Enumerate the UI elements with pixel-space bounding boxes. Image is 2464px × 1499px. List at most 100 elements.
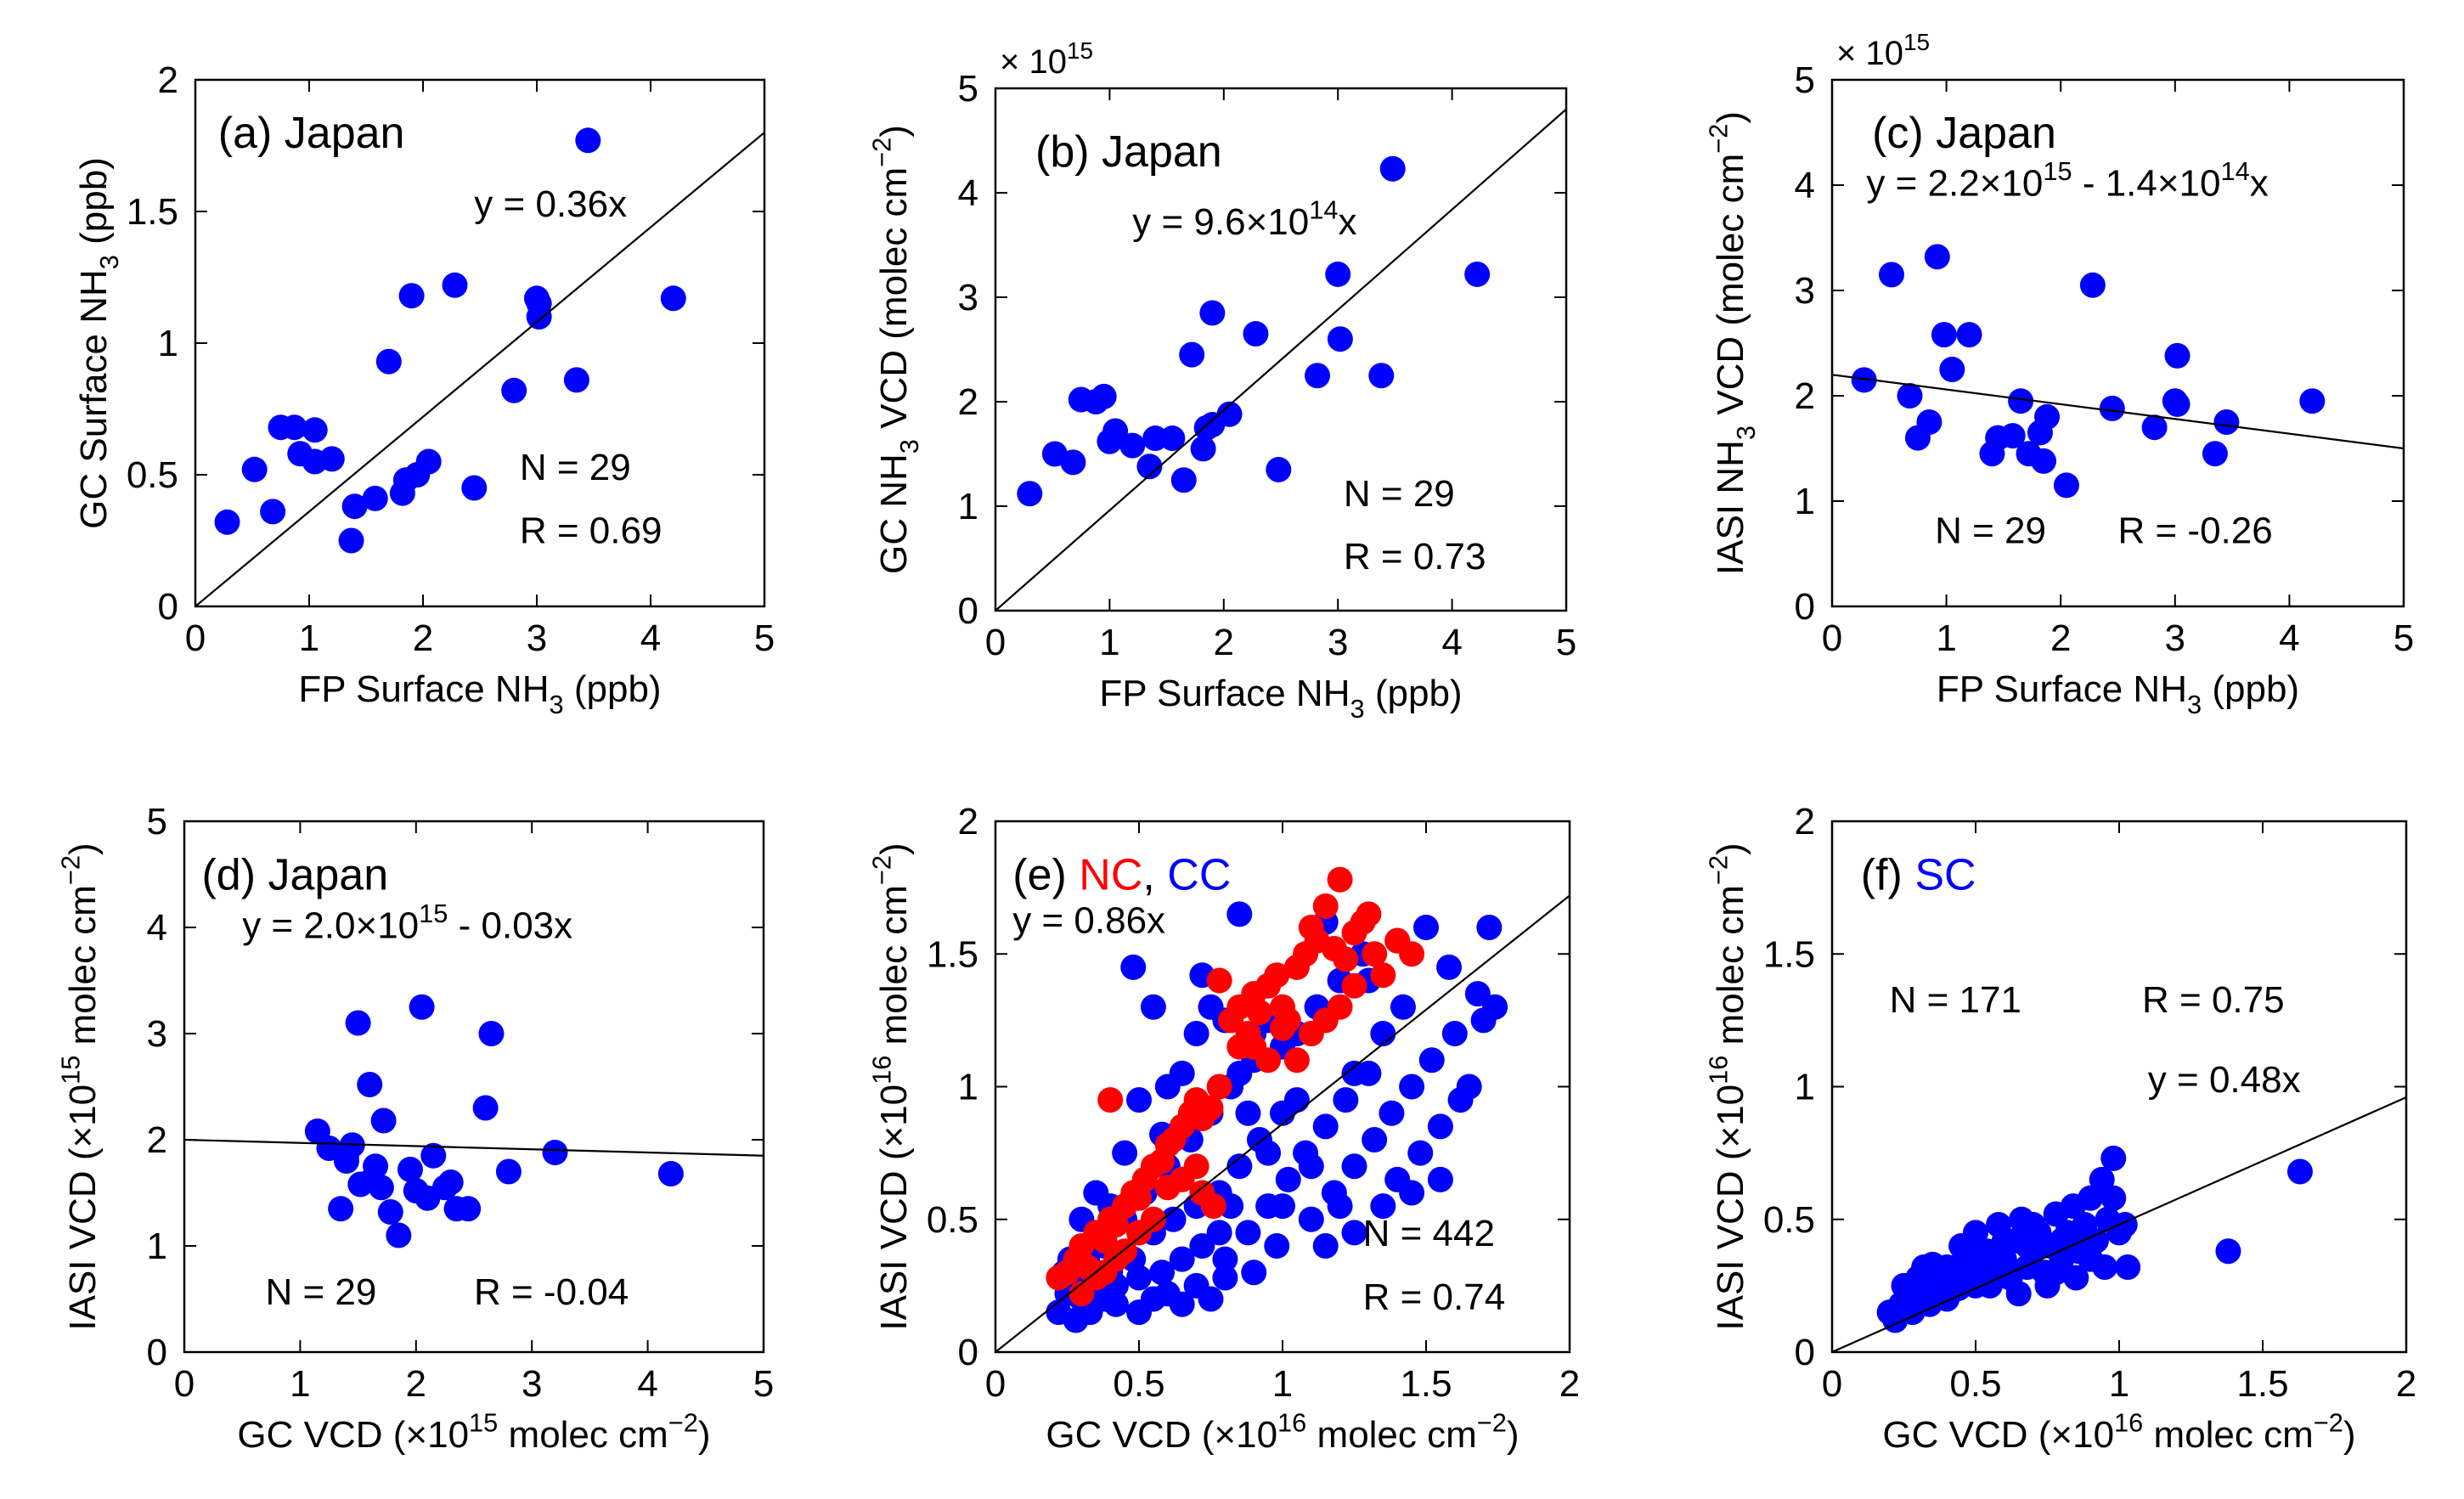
- data-point-japan: [370, 1107, 397, 1134]
- data-point-sc: [2100, 1185, 2127, 1211]
- stat-r: R = -0.26: [2118, 510, 2273, 552]
- x-tick-label: 4: [1441, 622, 1462, 663]
- y-tick-label: 0.5: [127, 454, 178, 496]
- data-point-japan: [1464, 261, 1491, 287]
- points-d: [304, 994, 684, 1248]
- y-tick-label: 5: [147, 801, 167, 842]
- fit-line: [995, 894, 1570, 1352]
- data-point-japan: [362, 485, 388, 511]
- x-axis-label: GC VCD (×1016 molec cm−2): [1882, 1408, 2355, 1456]
- x-tick-label: 2: [413, 617, 433, 659]
- data-point-sc: [2112, 1212, 2138, 1237]
- panel-c: 0 1 2 3 4 5 0 1 2 3 4 5 × 1015 FP Surface NH3 (ppb) IA…: [1704, 29, 2415, 719]
- plot-frame: [194, 78, 766, 608]
- y-tick-label: 1: [158, 323, 178, 364]
- data-point-japan: [397, 1157, 423, 1182]
- data-point-cc: [1149, 1259, 1176, 1286]
- data-point-cc: [1226, 1060, 1253, 1086]
- data-point-japan: [1897, 383, 1923, 409]
- points-b: [1017, 155, 1491, 507]
- panel-title: (e) NC, CC: [1012, 851, 1231, 900]
- data-point-cc: [1275, 1166, 1301, 1192]
- data-point-nc: [1283, 1047, 1310, 1074]
- x-axis-label: GC VCD (×1016 molec cm−2): [1046, 1408, 1519, 1456]
- data-point-japan: [398, 283, 425, 309]
- y-tick-label: 1: [958, 486, 978, 527]
- y-tick-label: 5: [958, 68, 978, 110]
- data-point-japan: [1368, 363, 1395, 389]
- y-axis-label: IASI VCD (×1016 molec cm−2): [1704, 842, 1751, 1330]
- fit-line: [1832, 374, 2404, 450]
- points-c: [1851, 244, 2326, 499]
- x-tick-label: 3: [527, 617, 547, 659]
- stat-n: N = 29: [265, 1271, 376, 1313]
- data-point-japan: [1325, 261, 1351, 287]
- data-point-japan: [1999, 423, 2026, 449]
- stat-r: R = -0.04: [474, 1271, 629, 1313]
- panel-b: 0 1 2 3 4 5 0 1 2 3 4 5 × 1015 FP Surface NH3 (ppb) GC…: [867, 37, 1577, 724]
- panel-d: 0 1 2 3 4 5 0 1 2 3 4 5 GC VCD (×1015 molec cm−2) IAS…: [56, 801, 775, 1456]
- x-tick-label: 5: [754, 617, 775, 659]
- fit-equation: y = 9.6×1014x: [1132, 195, 1356, 243]
- data-point-japan: [328, 1196, 354, 1222]
- fit-equation: y = 2.0×1015 - 0.03x: [242, 899, 572, 946]
- y-tick-label: 1: [958, 1067, 978, 1108]
- fit-equation: y = 0.48x: [2148, 1059, 2301, 1101]
- data-point-nc: [1200, 1193, 1226, 1220]
- data-point-cc: [1441, 1021, 1468, 1046]
- data-point-nc: [1206, 967, 1232, 994]
- data-point-japan: [657, 1161, 684, 1186]
- data-point-cc: [1341, 1220, 1367, 1246]
- data-point-cc: [1112, 1140, 1138, 1166]
- data-point-cc: [1407, 1140, 1434, 1166]
- data-point-sc: [1991, 1227, 2017, 1254]
- stat-n: N = 29: [1935, 510, 2046, 552]
- data-point-cc: [1235, 1100, 1261, 1126]
- x-tick-label: 0.5: [1113, 1363, 1164, 1405]
- y-tick-label: 2: [1795, 801, 1815, 842]
- data-point-sc: [2072, 1233, 2098, 1259]
- data-point-cc: [1241, 1259, 1267, 1286]
- axis-exponent: × 1015: [1836, 29, 1930, 72]
- x-tick-label: 4: [637, 1363, 657, 1405]
- data-point-cc: [1327, 1193, 1353, 1220]
- stat-r: R = 0.74: [1363, 1276, 1506, 1318]
- data-point-japan: [375, 348, 402, 375]
- data-point-cc: [1169, 1246, 1195, 1272]
- data-point-japan: [2079, 272, 2106, 298]
- data-point-cc: [1264, 1233, 1290, 1259]
- x-axis-label: FP Surface NH3 (ppb): [1937, 668, 2299, 719]
- y-tick-label: 4: [1795, 165, 1815, 206]
- x-tick-label: 1: [1936, 617, 1956, 659]
- data-point-sc: [2043, 1259, 2069, 1286]
- data-point-sc: [2215, 1238, 2241, 1265]
- data-point-sc: [2063, 1265, 2089, 1291]
- data-point-sc: [1963, 1238, 1988, 1265]
- data-point-sc: [2014, 1233, 2040, 1259]
- panel-f: 0 0.5 1 1.5 2 0 0.5 1 1.5 2 GC VCD (×1016 molec cm…: [1704, 801, 2417, 1456]
- stat-n: N = 29: [520, 447, 631, 488]
- fit-line: [1832, 1096, 2406, 1352]
- data-point-nc: [1198, 1095, 1224, 1121]
- fit-line: [195, 132, 764, 606]
- y-axis-label: IASI NH3 VCD (molec cm−2): [1704, 111, 1762, 575]
- data-point-japan: [341, 493, 368, 520]
- data-point-cc: [1379, 1100, 1405, 1126]
- data-point-nc: [1246, 1000, 1272, 1025]
- data-point-japan: [1305, 363, 1331, 389]
- data-point-japan: [1136, 454, 1163, 480]
- data-point-japan: [2008, 388, 2034, 414]
- data-point-cc: [1341, 1060, 1367, 1086]
- y-tick-label: 0: [1795, 586, 1815, 628]
- data-point-japan: [2034, 403, 2061, 430]
- y-tick-label: 0: [958, 590, 978, 632]
- data-point-cc: [1464, 981, 1491, 1007]
- data-point-japan: [442, 272, 468, 298]
- y-axis-label: IASI VCD (×1015 molec cm−2): [56, 842, 104, 1330]
- y-tick-label: 4: [958, 172, 978, 214]
- points-e: [1046, 866, 1508, 1333]
- y-tick-label: 1: [147, 1226, 167, 1267]
- data-point-japan: [302, 417, 328, 443]
- points-f: [1876, 1145, 2313, 1333]
- data-point-japan: [1199, 300, 1226, 326]
